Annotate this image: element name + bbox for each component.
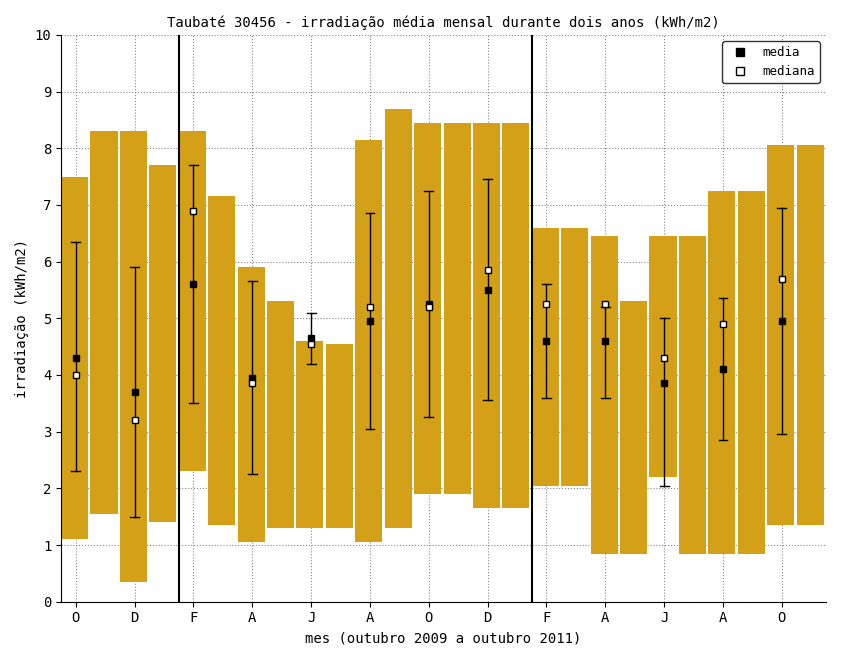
Bar xyxy=(325,344,353,528)
Bar xyxy=(91,131,118,514)
Bar xyxy=(679,236,706,554)
Bar xyxy=(384,108,412,528)
Bar xyxy=(561,228,588,486)
Bar xyxy=(620,301,647,554)
Bar xyxy=(532,228,559,486)
Bar xyxy=(179,131,206,471)
Bar xyxy=(355,140,383,543)
Bar xyxy=(649,236,676,477)
Y-axis label: irradiação (kWh/m2): irradiação (kWh/m2) xyxy=(15,239,29,398)
Bar xyxy=(473,123,500,508)
Title: Taubaté 30456 - irradiação média mensal durante dois anos (kWh/m2): Taubaté 30456 - irradiação média mensal … xyxy=(167,15,720,30)
Bar xyxy=(443,123,471,494)
Bar xyxy=(296,341,324,528)
Bar xyxy=(502,123,530,508)
Bar xyxy=(208,197,235,525)
Bar xyxy=(237,267,265,543)
Bar xyxy=(414,123,442,494)
Bar xyxy=(738,191,764,554)
Bar xyxy=(120,131,147,582)
Bar xyxy=(61,177,88,539)
Bar xyxy=(767,145,794,525)
Bar xyxy=(796,145,823,525)
Legend: media, mediana: media, mediana xyxy=(722,41,820,83)
Bar xyxy=(590,236,617,554)
X-axis label: mes (outubro 2009 a outubro 2011): mes (outubro 2009 a outubro 2011) xyxy=(305,631,582,645)
Bar xyxy=(708,191,735,554)
Bar xyxy=(150,165,177,522)
Bar xyxy=(267,301,294,528)
